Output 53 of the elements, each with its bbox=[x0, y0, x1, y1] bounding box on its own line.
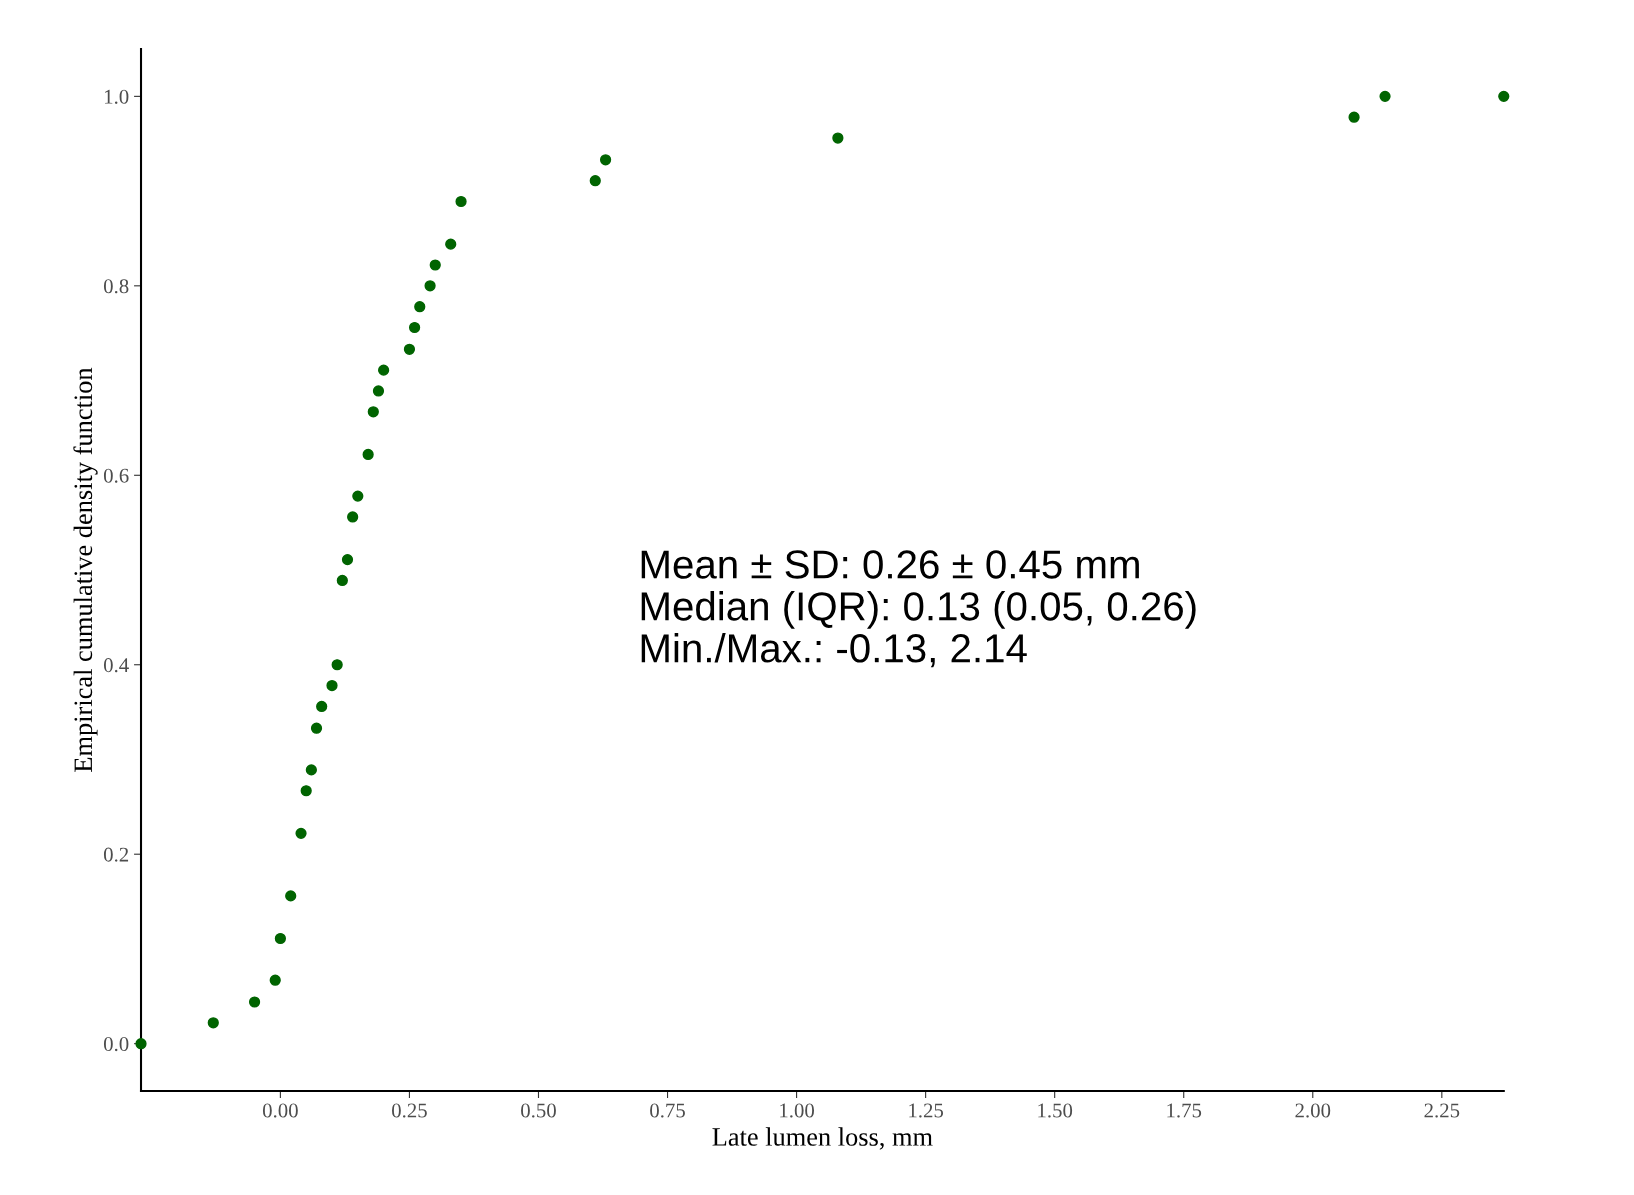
point bbox=[274, 932, 286, 945]
y-tick-label: 0.4 bbox=[103, 658, 129, 673]
y-tick-label: 0.0 bbox=[103, 1037, 129, 1052]
point bbox=[1379, 90, 1391, 102]
point bbox=[362, 448, 374, 461]
x-tick-label: 0.25 bbox=[392, 1103, 427, 1118]
x-tick-label: 1.00 bbox=[780, 1103, 815, 1118]
point bbox=[135, 1038, 147, 1050]
x-tick-label: 2.00 bbox=[1295, 1103, 1331, 1118]
y-tick-label: 0.6 bbox=[103, 468, 129, 483]
y-axis-title: Empirical cumulative density function bbox=[73, 367, 98, 772]
x-tick-label: 2.25 bbox=[1424, 1103, 1460, 1118]
y-tick-label: 1.0 bbox=[105, 89, 129, 104]
x-tick-label: 1.25 bbox=[909, 1103, 944, 1118]
point bbox=[336, 574, 348, 587]
point bbox=[378, 364, 390, 376]
point bbox=[599, 154, 612, 166]
point bbox=[305, 764, 317, 776]
x-tick-label: 0.50 bbox=[521, 1103, 556, 1118]
point bbox=[408, 321, 421, 334]
point bbox=[347, 511, 359, 523]
point bbox=[372, 385, 385, 397]
y-tick-label: 0.8 bbox=[103, 279, 129, 294]
point bbox=[424, 280, 436, 292]
x-tick-label: 0.75 bbox=[650, 1103, 685, 1118]
point bbox=[352, 490, 364, 502]
y-tick-label: 0.2 bbox=[103, 847, 129, 862]
point bbox=[310, 722, 323, 734]
point bbox=[316, 700, 328, 713]
point bbox=[248, 996, 261, 1008]
point bbox=[429, 259, 441, 271]
point bbox=[269, 974, 281, 986]
point bbox=[367, 406, 379, 418]
x-tick-label: 0.00 bbox=[262, 1103, 298, 1118]
point bbox=[455, 195, 467, 208]
point bbox=[589, 175, 601, 187]
point bbox=[414, 301, 426, 313]
point bbox=[300, 785, 312, 797]
point bbox=[403, 343, 416, 355]
annotation: Mean ± SD: 0.26 ± 0.45 mm Median (IQR): 0.13 (0.05, 0.26) Min./Max.: -0.13, 2.14 bbox=[641, 550, 1196, 668]
point bbox=[445, 238, 457, 250]
point bbox=[1498, 90, 1510, 102]
point bbox=[285, 890, 297, 902]
point bbox=[832, 132, 844, 144]
point bbox=[295, 827, 307, 839]
x-tick-label: 1.50 bbox=[1038, 1103, 1073, 1118]
x-axis-title: Late lumen loss, mm bbox=[712, 1127, 933, 1150]
point bbox=[326, 679, 338, 692]
point bbox=[1348, 111, 1360, 123]
point bbox=[341, 553, 354, 566]
x-tick-label: 1.75 bbox=[1167, 1103, 1202, 1118]
point bbox=[207, 1017, 219, 1029]
point bbox=[331, 659, 343, 671]
